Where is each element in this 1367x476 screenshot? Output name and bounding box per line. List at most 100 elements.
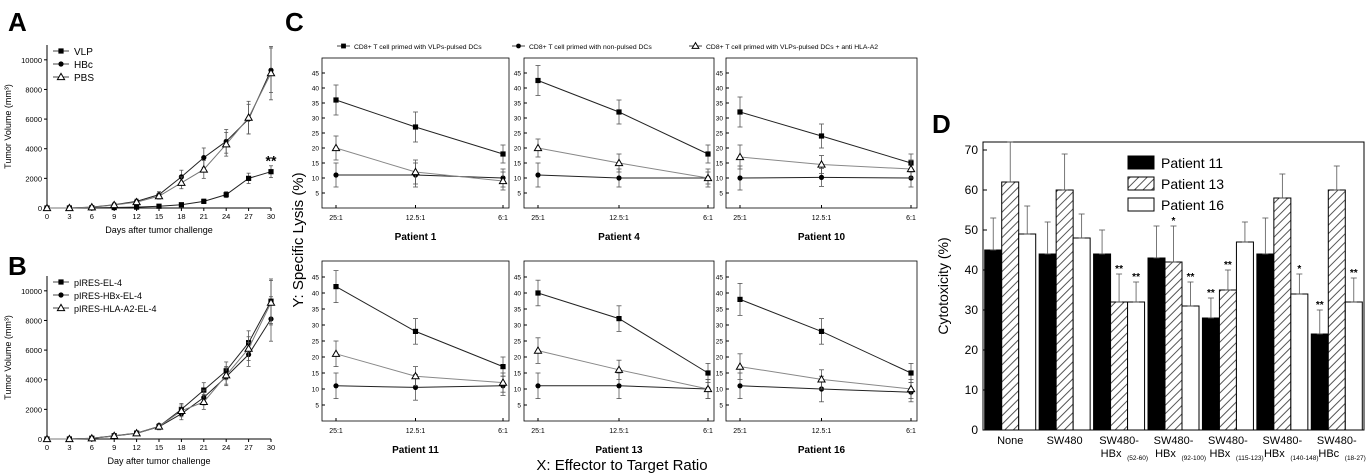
- series-square: [535, 279, 711, 384]
- y-tick-label: 40: [716, 86, 724, 93]
- x-tick-label: 30: [267, 212, 275, 221]
- category-label: SW480-: [1262, 435, 1302, 447]
- data-point: [178, 202, 184, 208]
- bar: [1164, 261, 1183, 431]
- category-subscript: (52-60): [1127, 455, 1148, 462]
- series-circle: [535, 372, 711, 400]
- y-tick-label: 30: [514, 116, 522, 123]
- y-tick-label: 45: [312, 275, 320, 282]
- x-tick-label: 25:1: [733, 428, 747, 435]
- data-point: [535, 77, 541, 84]
- data-point: [331, 349, 341, 357]
- category-label-line2: HBx: [1155, 448, 1176, 460]
- significance-stars: *: [1172, 216, 1176, 227]
- y-tick-label: 25: [716, 339, 724, 346]
- y-tick-label: 35: [716, 101, 724, 108]
- subplot-title: Patient 16: [798, 445, 846, 456]
- data-point: [535, 383, 541, 389]
- y-tick-label: 60: [965, 183, 979, 197]
- data-point: [154, 191, 164, 200]
- data-point: [333, 284, 339, 290]
- category-subscript: (115-123): [1236, 455, 1264, 462]
- series-line: [335, 286, 504, 368]
- x-tick-label: 12.5:1: [406, 215, 426, 222]
- y-tick-label: 25: [716, 131, 724, 138]
- bar: [1273, 197, 1292, 431]
- y-tick-label: 20: [514, 146, 522, 153]
- subplot-patient-11: 5 10 15 20 25 30 35 40 45 25:1 12.5:1 6:1 Patient 11: [312, 260, 510, 456]
- subplot-title: Patient 11: [392, 445, 439, 456]
- y-tick-label: 15: [312, 371, 320, 378]
- data-point: [818, 328, 825, 334]
- category-subscript: (140-148): [1290, 455, 1318, 462]
- data-point: [244, 344, 254, 352]
- x-tick-label: 21: [200, 212, 208, 221]
- x-tick-label: 24: [222, 212, 230, 221]
- y-tick-label: 5: [719, 191, 723, 198]
- subplot-patient-1: 5 10 15 20 25 30 35 40 45 25:1 12.5:1 6:1 Patient 1: [312, 57, 510, 243]
- data-point: [156, 203, 162, 209]
- y-tick-label: 50: [965, 223, 979, 237]
- y-tick-label: 10000: [21, 287, 42, 296]
- y-tick-label: 4000: [25, 145, 42, 154]
- category-label: SW480-: [1317, 435, 1357, 447]
- bar-group: *: [1256, 173, 1309, 431]
- y-tick-label: 40: [312, 86, 320, 93]
- x-tick-label: 25:1: [329, 215, 343, 222]
- data-point: [737, 175, 743, 181]
- data-point: [737, 296, 743, 302]
- legend-swatch: [1127, 155, 1155, 170]
- y-tick-label: 40: [965, 263, 979, 277]
- data-point: [533, 346, 543, 354]
- x-tick-label: 12: [132, 443, 140, 452]
- x-tick-label: 25:1: [531, 215, 545, 222]
- y-tick-label: 20: [716, 355, 724, 362]
- legend-label: HBc: [74, 60, 93, 71]
- data-point: [616, 316, 622, 322]
- data-point: [266, 68, 276, 77]
- data-point: [533, 143, 543, 152]
- data-point: [333, 383, 339, 389]
- error-bar: [1044, 221, 1051, 255]
- series-circle: [737, 372, 914, 403]
- x-tick-label: 15: [155, 443, 163, 452]
- data-point: [817, 159, 826, 168]
- y-tick-label: 20: [514, 355, 522, 362]
- panel-c: C CD8+ T cell primed with VLPs-pulsed DCs…: [285, 7, 918, 474]
- y-tick-label: 8000: [25, 316, 42, 325]
- x-tick-label: 6:1: [703, 215, 713, 222]
- y-tick-label: 2000: [25, 405, 42, 414]
- series-triangle: [735, 144, 916, 179]
- y-tick-label: 10: [312, 176, 320, 183]
- y-tick-label: 20: [312, 146, 320, 153]
- legend-swatch: [1127, 197, 1155, 212]
- legend-label: Patient 13: [1161, 176, 1224, 192]
- series-line: [335, 99, 504, 155]
- error-bar: [1187, 281, 1194, 307]
- y-tick-label: 30: [716, 323, 724, 330]
- series-triangle: [533, 138, 713, 185]
- x-tick-label: 12.5:1: [609, 215, 629, 222]
- y-tick-label: 20: [312, 355, 320, 362]
- subplot-patient-4: 5 10 15 20 25 30 35 40 45 25:1 12.5:1 6:1 Patient 4: [514, 57, 715, 243]
- x-tick-label: 27: [244, 212, 252, 221]
- data-point: [735, 152, 745, 161]
- y-tick-label: 30: [716, 116, 724, 123]
- series-triangle: [42, 46, 276, 212]
- y-tick-label: 4000: [25, 376, 42, 385]
- x-tick-label: 30: [267, 443, 275, 452]
- bar: [1147, 257, 1166, 431]
- category-label-line2: HBx: [1101, 448, 1122, 460]
- data-point: [109, 431, 119, 439]
- x-tick-label: 12.5:1: [812, 215, 832, 222]
- y-tick-label: 2000: [25, 174, 42, 183]
- y-tick-label: 5: [517, 191, 521, 198]
- bar-group: [984, 141, 1037, 431]
- bar: [1181, 305, 1200, 431]
- series-line: [335, 385, 504, 388]
- series-circle: [737, 165, 914, 191]
- x-tick-label: 25:1: [329, 428, 343, 435]
- y-tick-label: 30: [312, 323, 320, 330]
- x-tick-label: 12.5:1: [609, 428, 629, 435]
- series-line: [537, 174, 708, 179]
